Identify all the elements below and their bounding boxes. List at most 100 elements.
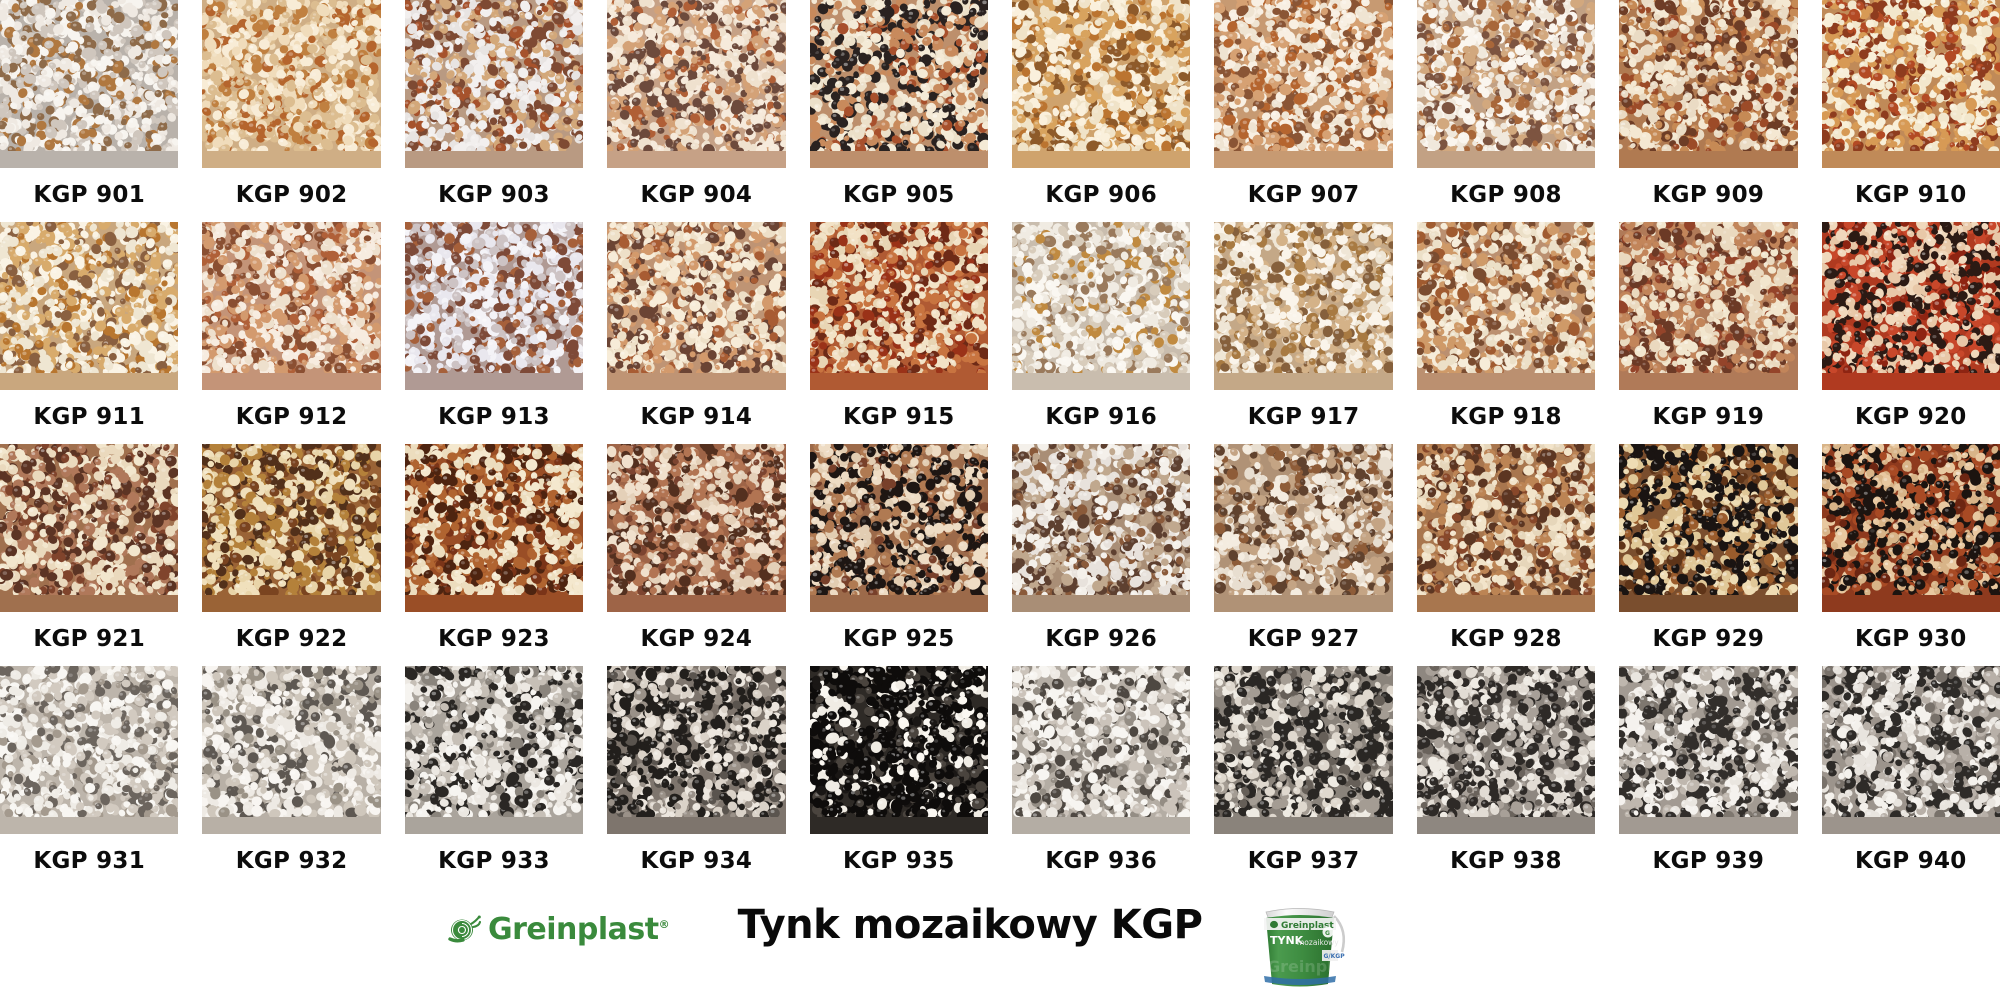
swatch-label: KGP 924 [607, 612, 785, 666]
swatch-texture[interactable] [1011, 222, 1191, 390]
swatch-label: KGP 937 [1214, 834, 1392, 888]
swatch-label: KGP 930 [1822, 612, 2000, 666]
swatch-texture[interactable] [607, 444, 786, 612]
swatch-cell[interactable]: KGP 928 [1416, 444, 1596, 666]
swatch-cell[interactable]: KGP 922 [202, 444, 381, 666]
swatch-cell[interactable]: KGP 937 [1214, 666, 1393, 888]
swatch-label: KGP 909 [1619, 168, 1797, 222]
swatch-cell[interactable]: KGP 934 [607, 666, 786, 888]
swatch-cell[interactable]: KGP 909 [1619, 0, 1798, 222]
swatch-cell[interactable]: KGP 905 [809, 0, 988, 222]
swatch-cell[interactable]: KGP 904 [607, 0, 786, 222]
swatch-texture[interactable] [607, 666, 786, 834]
swatch-cell[interactable]: KGP 906 [1011, 0, 1191, 222]
swatch-cell[interactable]: KGP 923 [404, 444, 584, 666]
swatch-texture[interactable] [202, 222, 381, 390]
swatch-cell[interactable]: KGP 932 [202, 666, 381, 888]
swatch-label: KGP 931 [0, 834, 178, 888]
swatch-cell[interactable]: KGP 910 [1821, 0, 2000, 222]
swatch-cell[interactable]: KGP 901 [0, 0, 179, 222]
swatch-texture[interactable] [1821, 222, 2000, 390]
swatch-texture[interactable] [404, 444, 584, 612]
swatch-texture[interactable] [1416, 222, 1596, 390]
swatch-cell[interactable]: KGP 939 [1619, 666, 1798, 888]
swatch-texture[interactable] [202, 444, 381, 612]
swatch-texture[interactable] [0, 444, 179, 612]
swatch-texture[interactable] [1214, 666, 1393, 834]
swatch-texture[interactable] [202, 0, 381, 168]
swatch-cell[interactable]: KGP 936 [1011, 666, 1191, 888]
swatch-cell[interactable]: KGP 915 [809, 222, 988, 444]
swatch-cell[interactable]: KGP 911 [0, 222, 179, 444]
swatch-texture[interactable] [0, 222, 179, 390]
swatch-texture[interactable] [0, 0, 179, 168]
swatch-cell[interactable]: KGP 935 [809, 666, 988, 888]
swatch-label: KGP 936 [1012, 834, 1190, 888]
swatch-texture[interactable] [1416, 666, 1596, 834]
swatch-label: KGP 928 [1417, 612, 1595, 666]
swatch-cell[interactable]: KGP 927 [1214, 444, 1393, 666]
swatch-label: KGP 934 [607, 834, 785, 888]
swatch-texture[interactable] [809, 0, 988, 168]
swatch-cell[interactable]: KGP 902 [202, 0, 381, 222]
swatch-cell[interactable]: KGP 908 [1416, 0, 1596, 222]
swatch-cell[interactable]: KGP 916 [1011, 222, 1191, 444]
swatch-label: KGP 914 [607, 390, 785, 444]
swatch-cell[interactable]: KGP 938 [1416, 666, 1596, 888]
swatch-label: KGP 932 [202, 834, 380, 888]
swatch-cell[interactable]: KGP 917 [1214, 222, 1393, 444]
swatch-texture[interactable] [1821, 444, 2000, 612]
bucket-image: Greinplast G TYNK mozaikowy G/KGP Greinp… [1264, 908, 1360, 987]
swatch-cell[interactable]: KGP 913 [404, 222, 584, 444]
swatch-texture[interactable] [1619, 0, 1798, 168]
swatch-texture[interactable] [1416, 0, 1596, 168]
swatch-texture[interactable] [1619, 666, 1798, 834]
swatch-texture[interactable] [404, 666, 584, 834]
swatch-cell[interactable]: KGP 914 [607, 222, 786, 444]
swatch-texture[interactable] [202, 666, 381, 834]
swatch-cell[interactable]: KGP 931 [0, 666, 179, 888]
swatch-cell[interactable]: KGP 929 [1619, 444, 1798, 666]
swatch-cell[interactable]: KGP 903 [404, 0, 584, 222]
swatch-texture[interactable] [607, 222, 786, 390]
swatch-texture[interactable] [1214, 444, 1393, 612]
brand-logo: Greinplast® [447, 912, 670, 947]
swatch-cell[interactable]: KGP 924 [607, 444, 786, 666]
swatch-cell[interactable]: KGP 921 [0, 444, 179, 666]
swatch-texture[interactable] [1416, 444, 1596, 612]
swatch-texture[interactable] [809, 222, 988, 390]
swatch-texture[interactable] [1619, 222, 1798, 390]
swatch-label: KGP 908 [1417, 168, 1595, 222]
swatch-cell[interactable]: KGP 912 [202, 222, 381, 444]
swatch-texture[interactable] [1011, 444, 1191, 612]
swatch-texture[interactable] [1821, 0, 2000, 168]
swatch-texture[interactable] [404, 0, 584, 168]
brand-name: Greinplast [488, 912, 659, 947]
swatch-cell[interactable]: KGP 930 [1821, 444, 2000, 666]
swatch-texture[interactable] [809, 444, 988, 612]
swatch-cell[interactable]: KGP 919 [1619, 222, 1798, 444]
swatch-label: KGP 912 [202, 390, 380, 444]
swatch-label: KGP 923 [405, 612, 583, 666]
swatch-cell[interactable]: KGP 918 [1416, 222, 1596, 444]
swatch-label: KGP 916 [1012, 390, 1190, 444]
swatch-texture[interactable] [1214, 222, 1393, 390]
swatch-cell[interactable]: KGP 907 [1214, 0, 1393, 222]
swatch-texture[interactable] [809, 666, 988, 834]
swatch-texture[interactable] [1821, 666, 2000, 834]
swatch-label: KGP 921 [0, 612, 178, 666]
swatch-texture[interactable] [1011, 666, 1191, 834]
swatch-cell[interactable]: KGP 926 [1011, 444, 1191, 666]
swatch-cell[interactable]: KGP 925 [809, 444, 988, 666]
swatch-cell[interactable]: KGP 940 [1821, 666, 2000, 888]
swatch-texture[interactable] [0, 666, 179, 834]
swatch-texture[interactable] [1011, 0, 1191, 168]
swatch-texture[interactable] [1214, 0, 1393, 168]
swatch-texture[interactable] [1619, 444, 1798, 612]
swatch-texture[interactable] [404, 222, 584, 390]
swatch-cell[interactable]: KGP 933 [404, 666, 584, 888]
swatch-texture[interactable] [607, 0, 786, 168]
swatch-cell[interactable]: KGP 920 [1821, 222, 2000, 444]
snail-logo-icon [448, 915, 481, 942]
swatch-label: KGP 920 [1822, 390, 2000, 444]
